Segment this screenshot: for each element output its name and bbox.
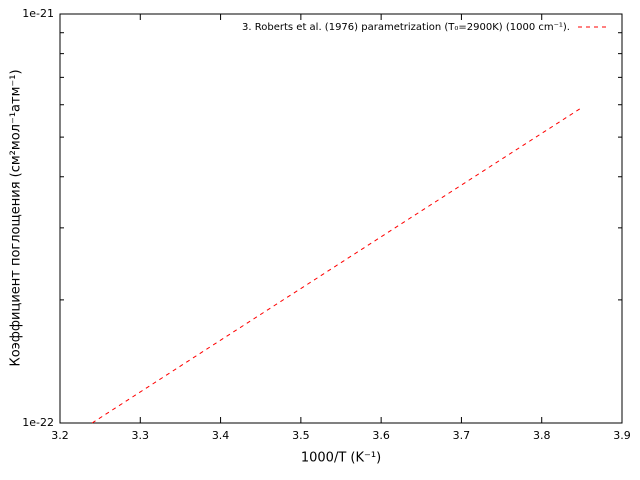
plot-frame	[59, 13, 623, 424]
x-tick-label: 3.4	[212, 429, 230, 442]
y-tick-label: 1e-21	[22, 7, 54, 20]
y-tick-label: 1e-22	[22, 416, 54, 429]
x-tick-label: 3.9	[613, 429, 631, 442]
x-tick-label: 3.6	[372, 429, 390, 442]
x-tick-label: 3.3	[132, 429, 150, 442]
y-axis-label: Коэффициент поглощения (см²мол⁻¹атм⁻¹)	[9, 69, 24, 366]
x-tick-label: 3.5	[292, 429, 310, 442]
legend-label: 3. Roberts et al. (1976) parametrization…	[242, 22, 570, 33]
x-tick-label: 3.2	[51, 429, 69, 442]
data-line	[91, 107, 583, 424]
x-tick-label: 3.8	[533, 429, 551, 442]
x-axis-label: 1000/T (K⁻¹)	[301, 451, 381, 466]
x-tick-label: 3.7	[453, 429, 471, 442]
